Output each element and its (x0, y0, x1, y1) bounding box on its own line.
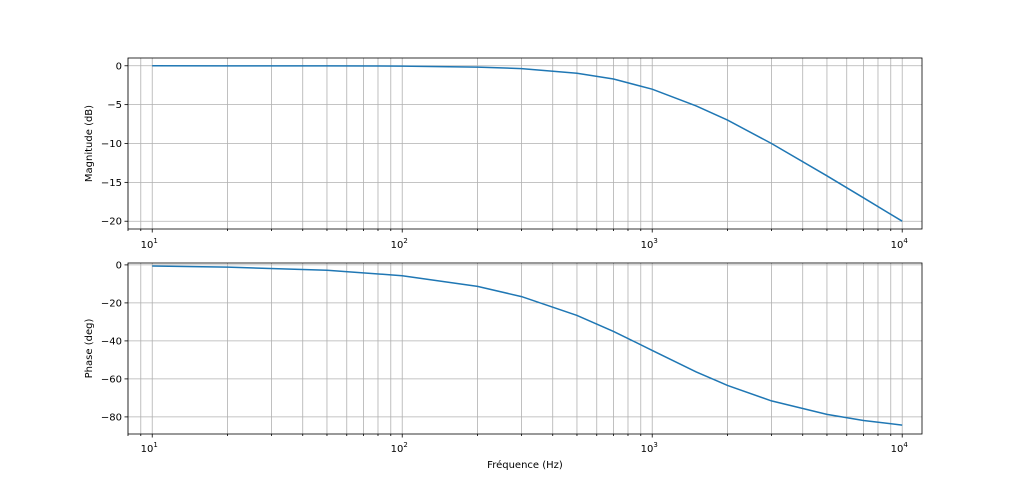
y-tick-label: −5 (107, 100, 122, 111)
panel-phase: 0 −20 −40 −60 −80 101 102 103 104 Phase (deg) Fréq… (84, 260, 923, 471)
y-tick-label: −20 (101, 298, 122, 309)
y-tick-label: −10 (101, 139, 122, 150)
y-tick-label: 0 (116, 260, 122, 271)
axes-frame (127, 57, 923, 230)
y-axis-label: Magnitude (dB) (84, 105, 95, 182)
y-tick-label: −20 (101, 217, 122, 228)
series-line (152, 265, 903, 426)
x-tick-label: 101 (141, 441, 158, 455)
x-tick-label: 102 (391, 441, 408, 455)
x-tick-label: 104 (891, 237, 909, 251)
y-tick-label: −60 (101, 374, 122, 385)
panel-magnitude: 0 −5 −10 −15 −20 101 102 103 104 Magnitude (dB) (84, 57, 923, 251)
y-axis-label: Phase (deg) (84, 319, 95, 379)
x-tick-label: 103 (641, 237, 658, 251)
x-tick-label: 103 (641, 441, 658, 455)
series-line (152, 65, 903, 222)
axes-frame (127, 262, 923, 435)
y-tick-label: −80 (101, 412, 122, 423)
x-tick-label: 102 (391, 237, 408, 251)
x-axis-label: Fréquence (Hz) (487, 459, 563, 471)
x-tick-label: 101 (141, 237, 158, 251)
y-tick-label: 0 (116, 61, 122, 72)
y-tick-label: −40 (101, 336, 122, 347)
y-tick-label: −15 (101, 178, 122, 189)
x-tick-label: 104 (891, 441, 909, 455)
